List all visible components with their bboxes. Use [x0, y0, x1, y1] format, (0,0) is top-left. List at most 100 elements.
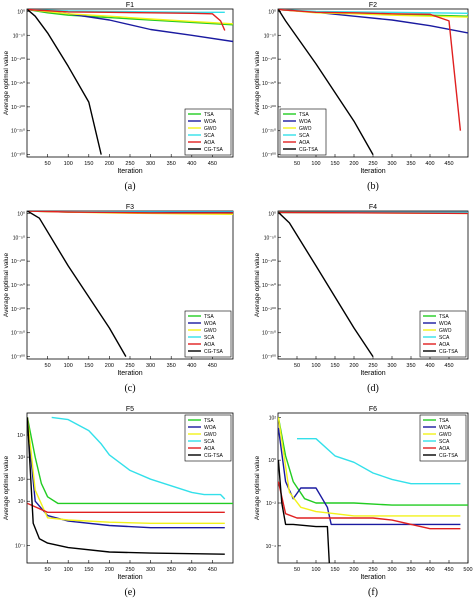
- chart-title: F6: [369, 406, 377, 413]
- legend-label: TSA: [204, 314, 214, 320]
- legend-box: [419, 414, 467, 462]
- y-tick-label: 10⁻¹⁵⁰: [11, 283, 25, 289]
- y-tick-label: 10²: [18, 477, 26, 483]
- y-tick-label: 10⁻¹⁵⁰: [262, 81, 276, 87]
- x-tick-label: 50: [294, 161, 300, 167]
- panel-label: (b): [367, 181, 379, 192]
- x-tick-label: 400: [187, 567, 196, 573]
- x-tick-label: 150: [84, 567, 93, 573]
- series-line-woa: [27, 421, 225, 529]
- chart-title: F1: [126, 2, 134, 9]
- x-tick-label: 300: [387, 363, 396, 369]
- legend-label: GWO: [204, 328, 217, 334]
- chart-panel-f1: F1 50 100 150 200 250 300 350 400 450 Iteration 10⁰…: [3, 2, 234, 192]
- legend-label: CG-TSA: [439, 453, 459, 459]
- y-tick-label: 10⁻³⁰⁰: [262, 153, 276, 159]
- legend-label: WOA: [204, 321, 217, 327]
- series-group: [278, 417, 468, 563]
- y-tick-label: 10⁻²⁵⁰: [262, 331, 276, 337]
- x-tick-label: 400: [425, 363, 434, 369]
- x-axis-label: Iteration: [360, 370, 385, 377]
- y-tick-label: 10⁻³⁰⁰: [11, 355, 25, 361]
- series-line-cg-tsa: [278, 9, 374, 155]
- x-tick-label: 500: [463, 567, 472, 573]
- y-tick-label: 10⁰: [268, 211, 276, 217]
- x-tick-label: 100: [311, 363, 320, 369]
- series-line-gwo: [27, 9, 233, 25]
- series-group: [27, 9, 233, 155]
- series-line-sca: [278, 9, 468, 14]
- y-tick-label: 10⁻³⁰⁰: [262, 355, 276, 361]
- x-tick-label: 300: [387, 161, 396, 167]
- y-tick-label: 10⁰: [17, 9, 25, 15]
- legend-label: CG-TSA: [299, 147, 319, 153]
- panel-label: (e): [124, 587, 135, 598]
- x-tick-label: 300: [146, 161, 155, 167]
- chart-panel-f6: F6 50 100 150 200 250 300 350 400 450 500 Iteration…: [254, 406, 473, 598]
- series-line-aoa: [278, 9, 462, 131]
- series-line-sca: [51, 416, 226, 500]
- chart-panel-f3: F3 50 100 150 200 250 300 350 400 450 Iteration 10⁰…: [3, 204, 234, 394]
- legend-label: AOA: [299, 140, 310, 146]
- x-tick-label: 50: [45, 161, 51, 167]
- series-line-aoa: [27, 9, 226, 31]
- x-tick-label: 300: [387, 567, 396, 573]
- y-tick-label: 10²: [269, 415, 277, 421]
- x-tick-label: 100: [64, 363, 73, 369]
- series-line-cg-tsa: [278, 460, 330, 563]
- chart-title: F2: [369, 2, 377, 9]
- x-tick-label: 400: [187, 363, 196, 369]
- legend-label: WOA: [299, 119, 312, 125]
- x-tick-label: 350: [406, 567, 415, 573]
- y-tick-label: 10⁻¹⁵⁰: [262, 283, 276, 289]
- series-line-tsa: [27, 417, 233, 505]
- y-tick-label: 10⁻⁵⁰: [13, 33, 25, 39]
- x-tick-label: 150: [84, 363, 93, 369]
- y-tick-label: 10⁻¹⁰⁰: [262, 259, 276, 265]
- legend-label: TSA: [439, 418, 449, 424]
- y-tick-label: 10⁻¹⁰⁰: [11, 259, 25, 265]
- y-tick-label: 10⁻²⁰⁰: [262, 307, 276, 313]
- y-tick-label: 10⁻²⁵⁰: [11, 331, 25, 337]
- chart-title: F5: [126, 406, 134, 413]
- legend-label: CG-TSA: [204, 349, 224, 355]
- x-tick-label: 50: [45, 567, 51, 573]
- x-tick-label: 350: [406, 161, 415, 167]
- panel-label: (a): [124, 181, 135, 192]
- series-group: [27, 416, 233, 555]
- legend-box: [184, 414, 232, 462]
- x-tick-label: 400: [425, 567, 434, 573]
- legend-label: WOA: [204, 425, 217, 431]
- y-tick-label: 10⁻²⁰⁰: [11, 307, 25, 313]
- legend-label: GWO: [439, 432, 452, 438]
- series-line-aoa: [27, 211, 233, 214]
- y-tick-label: 10⁻⁵⁰: [264, 235, 276, 241]
- series-line-gwo: [27, 417, 225, 524]
- legend-label: CG-TSA: [439, 349, 459, 355]
- x-tick-label: 450: [444, 161, 453, 167]
- legend-label: SCA: [439, 335, 450, 341]
- legend-label: SCA: [439, 439, 450, 445]
- y-tick-label: 10⁻²⁰⁰: [11, 105, 25, 111]
- y-tick-label: 10⁰: [268, 9, 276, 15]
- x-tick-label: 450: [444, 363, 453, 369]
- x-tick-label: 200: [105, 161, 114, 167]
- legend-label: CG-TSA: [204, 147, 224, 153]
- x-tick-label: 400: [187, 161, 196, 167]
- x-tick-label: 150: [330, 567, 339, 573]
- x-tick-label: 450: [208, 567, 217, 573]
- x-tick-label: 200: [349, 161, 358, 167]
- x-tick-label: 200: [105, 363, 114, 369]
- x-tick-label: 350: [167, 567, 176, 573]
- series-line-aoa: [27, 502, 225, 513]
- x-tick-label: 400: [425, 161, 434, 167]
- series-line-cg-tsa: [27, 417, 225, 555]
- y-tick-label: 10³: [18, 455, 26, 461]
- x-tick-label: 450: [444, 567, 453, 573]
- panel-label: (f): [368, 587, 378, 598]
- x-tick-label: 450: [208, 363, 217, 369]
- series-line-aoa: [278, 481, 461, 530]
- y-axis-label: Average optimal value: [3, 51, 10, 116]
